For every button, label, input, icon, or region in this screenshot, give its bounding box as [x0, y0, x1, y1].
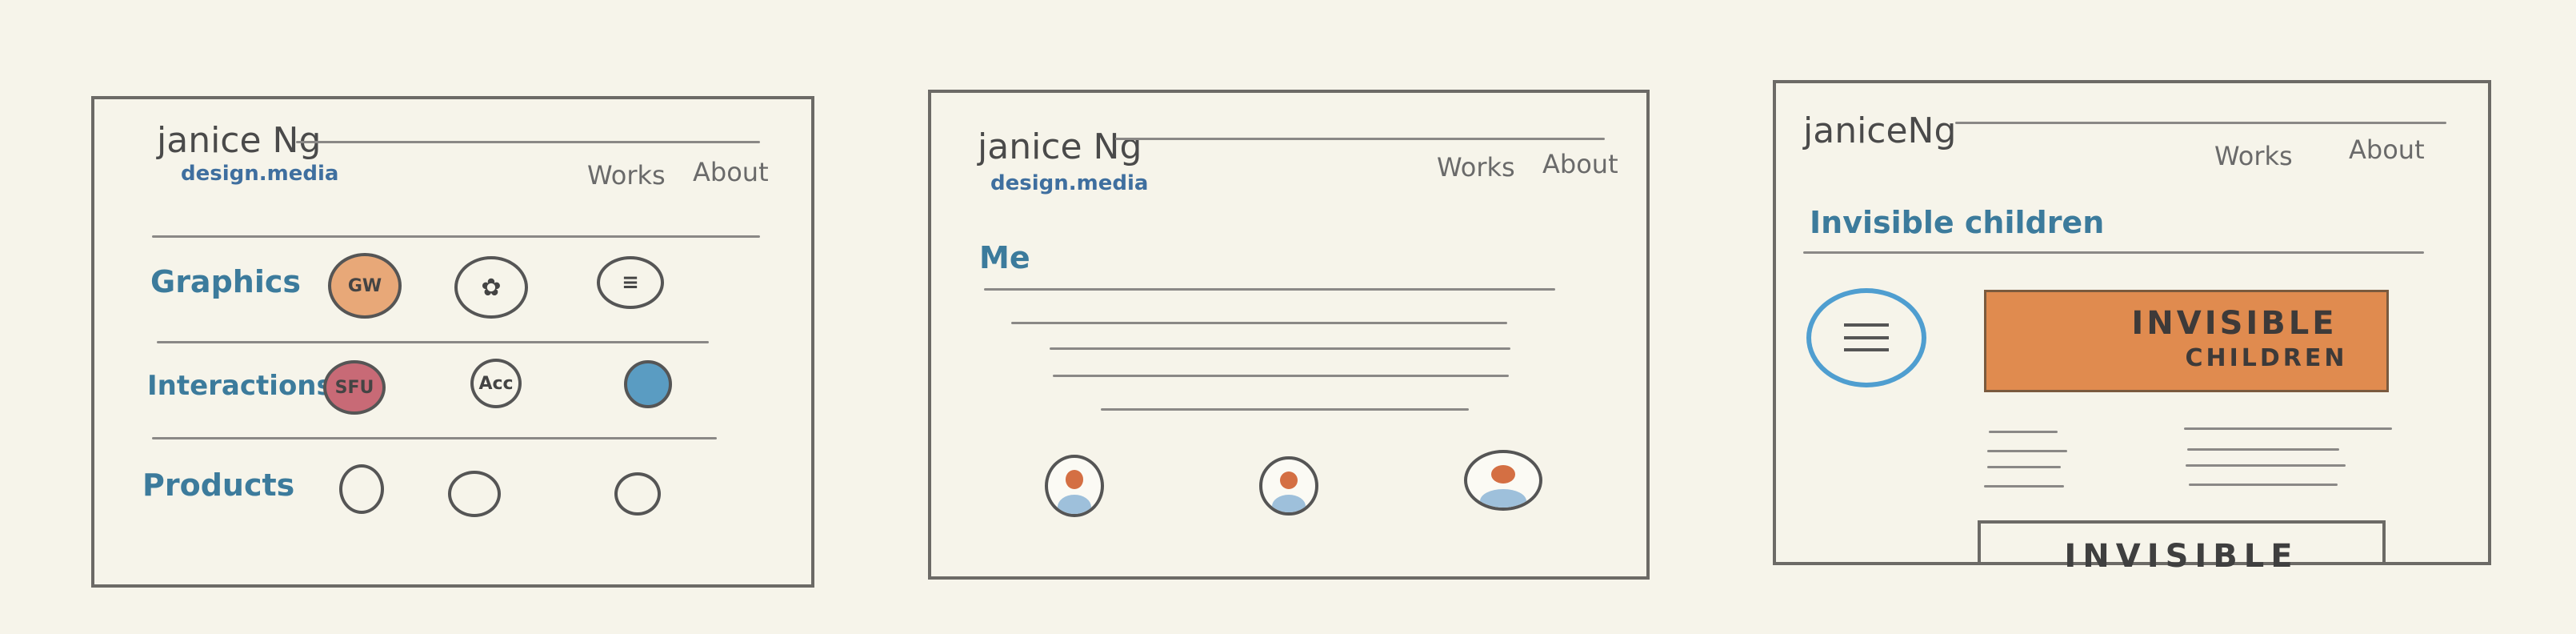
- thumbnail-products-3[interactable]: [614, 472, 661, 516]
- text-line: [1987, 450, 2067, 452]
- thumbnail-products-2[interactable]: [448, 471, 501, 517]
- category-products[interactable]: Products: [142, 467, 295, 503]
- nav-works[interactable]: Works: [1437, 152, 1515, 183]
- next-box-label: INVISIBLE: [2064, 538, 2299, 575]
- project-logo: [1806, 288, 1926, 387]
- nav-works[interactable]: Works: [587, 160, 666, 191]
- header-rule: [1115, 138, 1605, 140]
- avatar-1[interactable]: [1045, 455, 1104, 517]
- logo[interactable]: janice Ng: [978, 126, 1142, 167]
- text-line: [1989, 431, 2058, 433]
- text-line: [2189, 484, 2338, 486]
- nav-about[interactable]: About: [693, 157, 769, 187]
- text-line: [1101, 408, 1469, 411]
- text-line: [1053, 375, 1509, 377]
- wireframe-sketch-home: [91, 96, 814, 588]
- nav-works[interactable]: Works: [2214, 141, 2293, 171]
- thumbnail-interactions-2[interactable]: Acc: [470, 359, 522, 408]
- banner-line-1: INVISIBLE: [2131, 305, 2338, 342]
- text-line: [1984, 485, 2064, 488]
- nav-about[interactable]: About: [1542, 149, 1618, 179]
- thumbnail-graphics-1[interactable]: GW: [328, 253, 402, 319]
- header-rule: [296, 141, 760, 143]
- logo-subtitle: design.media: [990, 171, 1149, 195]
- text-line: [1011, 322, 1507, 324]
- page-heading: Me: [979, 240, 1030, 275]
- heading-rule: [984, 288, 1555, 291]
- wireframe-sketch-about: [928, 90, 1650, 580]
- text-line: [2184, 427, 2392, 430]
- thumbnail-graphics-2[interactable]: ✿: [454, 256, 528, 319]
- logo[interactable]: janice Ng: [157, 120, 322, 161]
- text-line: [1987, 466, 2061, 468]
- thumbnail-graphics-3[interactable]: ≡: [597, 256, 664, 309]
- category-graphics[interactable]: Graphics: [150, 264, 301, 299]
- divider: [152, 235, 760, 238]
- text-line: [2186, 464, 2346, 467]
- logo[interactable]: janiceNg: [1803, 110, 1957, 151]
- banner-line-2: CHILDREN: [2185, 344, 2348, 372]
- thumbnail-interactions-1[interactable]: SFU: [323, 360, 386, 415]
- nav-about[interactable]: About: [2349, 134, 2425, 165]
- text-line: [1050, 347, 1510, 350]
- avatar-2[interactable]: [1259, 456, 1318, 516]
- project-next-box[interactable]: INVISIBLE: [1978, 520, 2386, 575]
- project-heading: Invisible children: [1810, 205, 2105, 240]
- category-interactions[interactable]: Interactions: [147, 370, 333, 402]
- heading-rule: [1803, 251, 2424, 254]
- avatar-3[interactable]: [1464, 450, 1542, 511]
- project-banner: INVISIBLE CHILDREN: [1984, 290, 2389, 392]
- thumbnail-interactions-3[interactable]: [624, 360, 672, 408]
- divider: [157, 341, 709, 343]
- text-line: [2187, 448, 2339, 451]
- logo-subtitle: design.media: [181, 162, 339, 186]
- thumbnail-products-1[interactable]: [339, 464, 384, 514]
- wireframe-sketch-project: [1773, 80, 2491, 565]
- header-rule: [1955, 122, 2446, 124]
- divider: [152, 437, 717, 439]
